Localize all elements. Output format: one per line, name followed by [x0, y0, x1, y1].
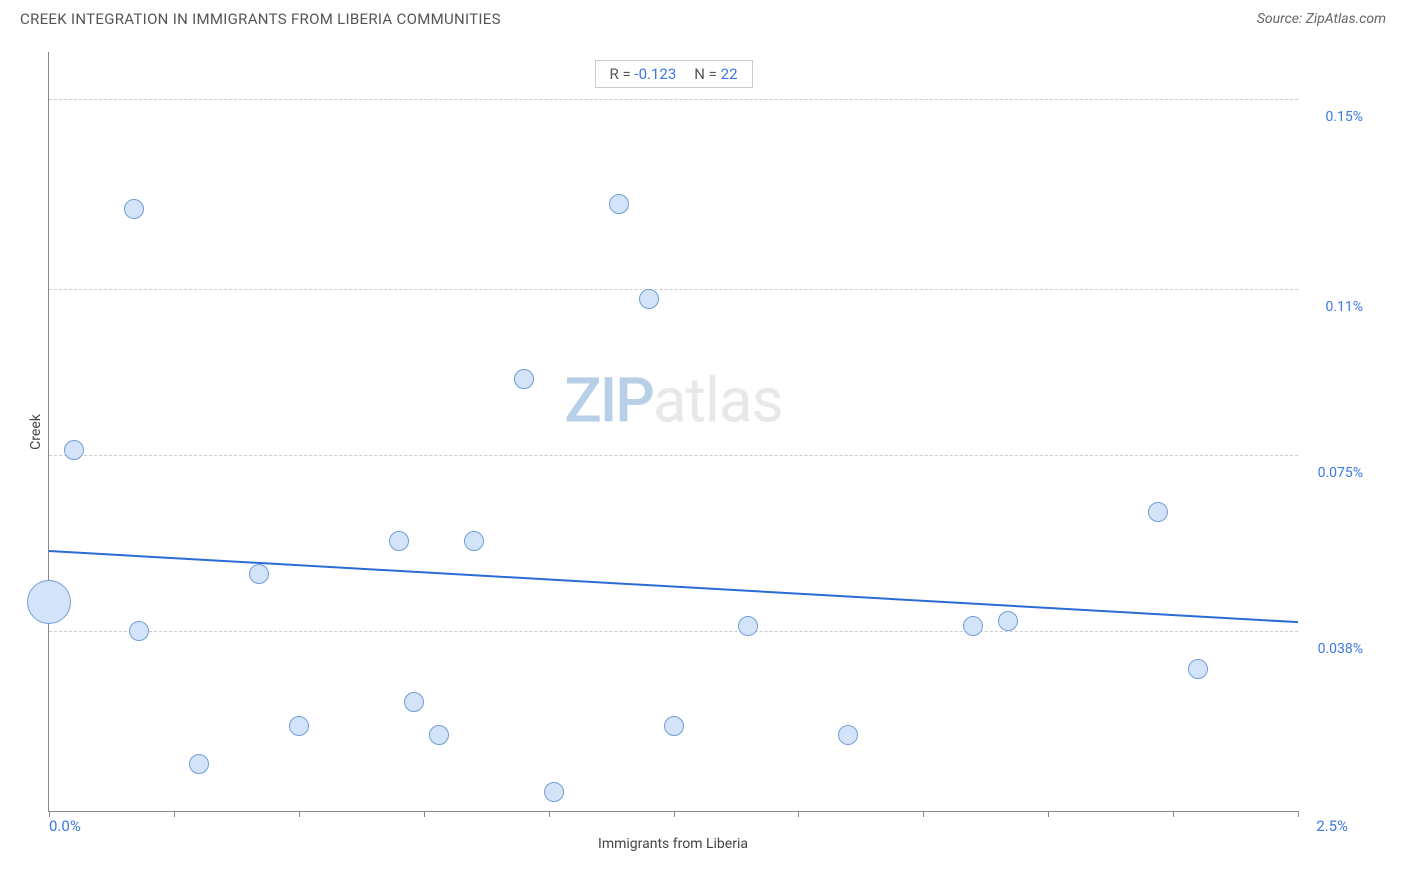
scatter-point [639, 289, 659, 309]
gridline [49, 631, 1298, 632]
xtick [674, 811, 675, 817]
scatter-point [1148, 502, 1168, 522]
n-stat: N = 22 [694, 65, 737, 83]
scatter-chart: ZIPatlas R = -0.123 N = 22 0.038%0.075%0… [48, 52, 1298, 812]
scatter-point [404, 692, 424, 712]
scatter-point [389, 531, 409, 551]
ytick-label: 0.075% [1318, 465, 1363, 481]
ytick-label: 0.11% [1325, 299, 1363, 315]
scatter-point [129, 621, 149, 641]
xtick [174, 811, 175, 817]
n-label: N = [694, 65, 717, 83]
r-label: R = [609, 65, 630, 83]
xtick [1298, 811, 1299, 817]
scatter-point [464, 531, 484, 551]
gridline [49, 99, 1298, 100]
y-axis-label: Creek [28, 414, 44, 450]
scatter-point [838, 725, 858, 745]
scatter-point [738, 616, 758, 636]
scatter-point [429, 725, 449, 745]
xtick [1048, 811, 1049, 817]
xtick [549, 811, 550, 817]
xtick [299, 811, 300, 817]
xtick [1173, 811, 1174, 817]
xtick [923, 811, 924, 817]
x-axis-label: Immigrants from Liberia [598, 836, 748, 852]
plot-area: ZIPatlas R = -0.123 N = 22 0.038%0.075%0… [48, 52, 1298, 812]
stats-box: R = -0.123 N = 22 [594, 60, 752, 88]
r-value: -0.123 [634, 65, 676, 83]
scatter-point [1188, 659, 1208, 679]
watermark: ZIPatlas [564, 365, 782, 438]
scatter-point [664, 716, 684, 736]
scatter-point [963, 616, 983, 636]
watermark-atlas: atlas [653, 365, 783, 438]
ytick-label: 0.038% [1318, 641, 1363, 657]
scatter-point [998, 611, 1018, 631]
scatter-point [609, 194, 629, 214]
scatter-point [289, 716, 309, 736]
header: CREEK INTEGRATION IN IMMIGRANTS FROM LIB… [0, 0, 1406, 28]
ytick-label: 0.15% [1325, 109, 1363, 125]
gridline [49, 455, 1298, 456]
scatter-point [124, 199, 144, 219]
gridline [49, 289, 1298, 290]
scatter-point [249, 564, 269, 584]
scatter-point [27, 580, 71, 624]
xtick [424, 811, 425, 817]
scatter-point [544, 782, 564, 802]
scatter-point [189, 754, 209, 774]
watermark-zip: ZIP [564, 365, 653, 438]
xtick [798, 811, 799, 817]
scatter-point [514, 369, 534, 389]
chart-title: CREEK INTEGRATION IN IMMIGRANTS FROM LIB… [20, 10, 501, 28]
xtick-label: 2.5% [1316, 817, 1348, 835]
source-credit: Source: ZipAtlas.com [1257, 11, 1386, 27]
xtick-label: 0.0% [49, 817, 81, 835]
trendline [49, 550, 1298, 623]
scatter-point [64, 440, 84, 460]
n-value: 22 [721, 65, 738, 83]
r-stat: R = -0.123 [609, 65, 676, 83]
